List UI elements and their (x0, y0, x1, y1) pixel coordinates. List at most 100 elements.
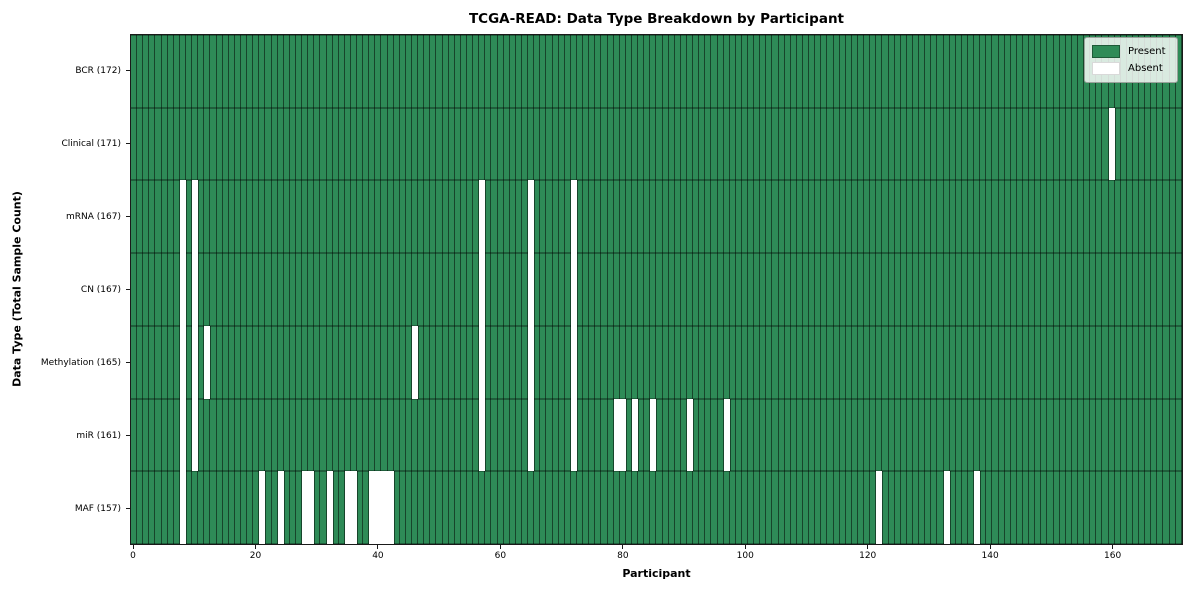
cell-present (772, 325, 779, 399)
cell-present (900, 180, 907, 254)
cell-present (363, 398, 370, 472)
cell-present (772, 471, 779, 544)
cell-present (430, 107, 437, 181)
cell-present (338, 180, 345, 254)
cell-absent (204, 325, 211, 399)
cell-present (155, 325, 162, 399)
cell-present (534, 35, 541, 108)
cell-present (228, 398, 235, 472)
cell-present (405, 471, 413, 544)
cell-present (1071, 471, 1078, 544)
cell-present (491, 35, 498, 108)
cell-present (350, 35, 358, 108)
cell-present (693, 107, 700, 181)
cell-present (827, 107, 834, 181)
cell-present (943, 107, 950, 181)
x-tick-mark (132, 545, 134, 549)
cell-present (760, 35, 767, 108)
cell-present (552, 35, 559, 108)
cell-present (253, 35, 260, 108)
cell-present (662, 398, 669, 472)
cell-present (638, 471, 645, 544)
cell-present (350, 180, 358, 254)
cell-present (833, 253, 840, 326)
cell-present (686, 325, 694, 399)
cell-present (283, 35, 290, 108)
cell-present (851, 107, 859, 181)
chart-title: TCGA-READ: Data Type Breakdown by Partic… (468, 11, 845, 27)
cell-present (143, 35, 150, 108)
cell-present (412, 180, 419, 254)
cell-present (198, 180, 205, 254)
cell-present (167, 398, 174, 472)
cell-present (1114, 253, 1121, 326)
cell-absent (570, 398, 577, 472)
cell-present (576, 398, 584, 472)
cell-present (967, 107, 975, 181)
cell-present (216, 35, 223, 108)
cell-absent (570, 180, 577, 254)
cell-present (680, 398, 687, 472)
cell-present (888, 35, 895, 108)
cell-present (705, 35, 712, 108)
cell-present (137, 471, 144, 544)
cell-present (638, 180, 645, 254)
cell-present (143, 107, 150, 181)
cell-present (589, 325, 596, 399)
cell-present (1059, 35, 1066, 108)
cell-present (265, 107, 272, 181)
cell-present (925, 471, 932, 544)
cell-present (1151, 107, 1158, 181)
cell-present (424, 471, 431, 544)
cell-present (638, 35, 645, 108)
cell-present (271, 107, 278, 181)
cell-present (283, 180, 290, 254)
cell-present (1016, 35, 1023, 108)
cell-present (760, 180, 767, 254)
cell-present (870, 180, 877, 254)
cell-present (289, 325, 296, 399)
cell-present (1059, 107, 1066, 181)
cell-present (546, 471, 553, 544)
cell-present (949, 398, 956, 472)
cell-present (1157, 471, 1164, 544)
cell-present (711, 107, 718, 181)
cell-present (1010, 471, 1017, 544)
cell-present (338, 253, 345, 326)
cell-present (540, 253, 547, 326)
cell-absent (570, 325, 577, 399)
cell-present (155, 35, 162, 108)
cell-present (894, 180, 901, 254)
cell-present (430, 325, 437, 399)
cell-present (625, 180, 632, 254)
cell-present (283, 471, 290, 544)
cell-present (522, 107, 529, 181)
cell-present (1120, 398, 1127, 472)
cell-present (161, 180, 168, 254)
cell-present (613, 325, 620, 399)
y-tick-label-mir: miR (161) (76, 430, 121, 441)
cell-present (784, 35, 791, 108)
cell-present (381, 398, 388, 472)
cell-present (271, 325, 278, 399)
cell-present (949, 107, 956, 181)
x-tick-label: 80 (617, 551, 629, 561)
cell-present (876, 398, 883, 472)
cell-present (234, 180, 241, 254)
cell-present (412, 253, 419, 326)
cell-present (1035, 107, 1042, 181)
cell-present (393, 107, 400, 181)
cell-present (259, 398, 266, 472)
cell-present (1151, 325, 1158, 399)
cell-present (1108, 180, 1115, 254)
cell-present (454, 325, 461, 399)
cell-present (265, 471, 272, 544)
cell-present (564, 107, 571, 181)
cell-present (601, 180, 608, 254)
cell-present (497, 398, 504, 472)
cell-present (393, 253, 400, 326)
cell-present (601, 325, 608, 399)
cell-present (766, 398, 773, 472)
cell-present (192, 471, 199, 544)
cell-present (778, 107, 785, 181)
